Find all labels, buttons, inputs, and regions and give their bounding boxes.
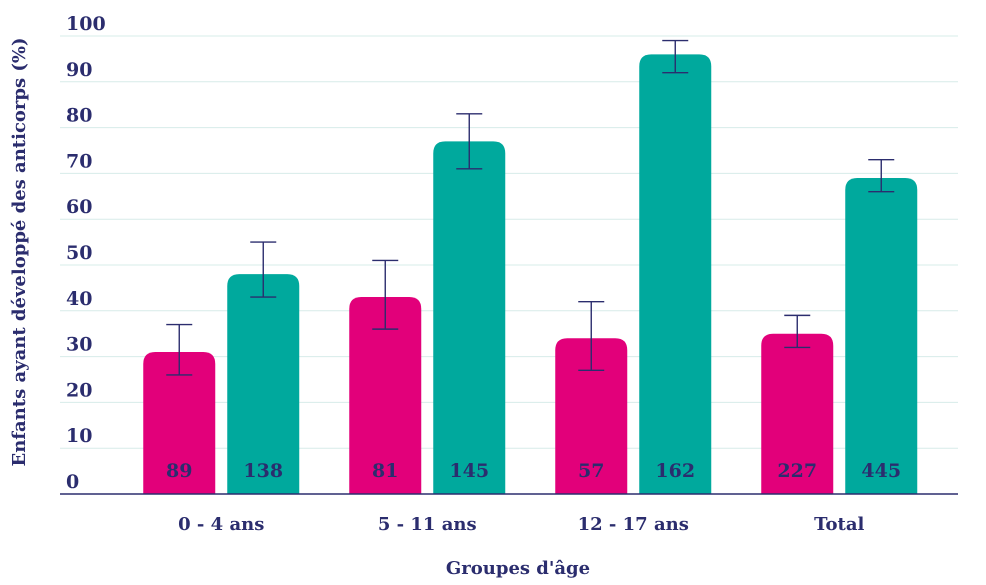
- y-tick-label: 60: [66, 196, 92, 218]
- bar: [143, 352, 216, 494]
- y-axis-title: Enfants ayant développé des anticorps (%…: [9, 37, 30, 466]
- bar: [761, 333, 834, 494]
- x-category-labels: 0 - 4 ans 5 - 11 ans 12 - 17 ans Total: [178, 514, 864, 535]
- y-tick-label: 30: [66, 334, 92, 356]
- error-bar: [456, 113, 483, 170]
- y-tick-label: 0: [66, 471, 79, 493]
- error-bar: [662, 39, 689, 74]
- bar: [227, 274, 300, 494]
- y-tick-label: 50: [66, 242, 92, 264]
- y-tick-label: 10: [66, 425, 92, 447]
- bar-count-label: 138: [243, 460, 283, 482]
- y-tick-label: 40: [66, 288, 92, 310]
- bar: [433, 141, 506, 494]
- error-bars: [166, 39, 895, 376]
- bar: [845, 177, 918, 495]
- y-tick-label: 70: [66, 150, 92, 172]
- x-category-label: 12 - 17 ans: [578, 514, 689, 535]
- error-bar: [372, 259, 399, 330]
- bar-count-label: 445: [861, 460, 901, 482]
- error-bar: [578, 300, 605, 372]
- y-tick-label: 20: [66, 379, 92, 401]
- error-bar: [166, 323, 193, 376]
- bar: [349, 297, 422, 494]
- x-category-label: 0 - 4 ans: [178, 514, 264, 535]
- bar-count-labels: 89 138 81 145 57 162 227 445: [166, 460, 901, 482]
- bar-count-label: 57: [578, 460, 604, 482]
- bars: [143, 54, 918, 495]
- bar-count-label: 81: [372, 460, 398, 482]
- bar-count-label: 162: [655, 460, 695, 482]
- error-bar: [250, 241, 277, 298]
- x-category-label: 5 - 11 ans: [378, 514, 477, 535]
- bar-count-label: 89: [166, 460, 192, 482]
- y-tick-label: 90: [66, 59, 92, 81]
- y-tick-label: 100: [66, 13, 106, 35]
- x-axis-title: Groupes d'âge: [446, 558, 590, 579]
- y-tick-label: 80: [66, 105, 92, 127]
- error-bar: [784, 314, 811, 349]
- bar: [639, 54, 712, 494]
- bar: [555, 338, 628, 494]
- error-bar: [868, 158, 895, 193]
- y-tick-labels: 0 10 20 30 40 50 60 70 80 90 100: [66, 13, 106, 493]
- bar-count-label: 227: [777, 460, 817, 482]
- x-category-label: Total: [814, 514, 864, 535]
- bar-count-label: 145: [449, 460, 489, 482]
